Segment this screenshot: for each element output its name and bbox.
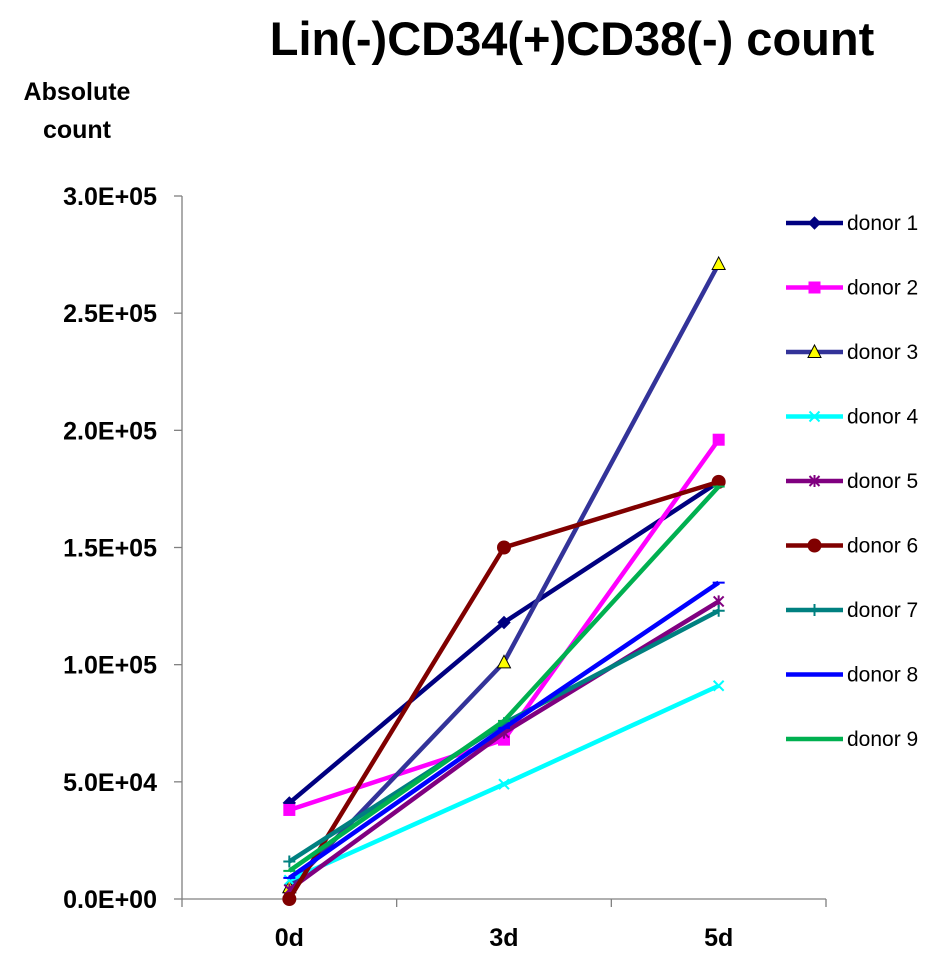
legend-marker [807, 538, 822, 553]
x-tick-label: 3d [489, 924, 518, 952]
data-point [711, 255, 726, 270]
series-donor-6 [282, 474, 726, 906]
x-tick-label: 0d [275, 924, 304, 952]
legend-label: donor 6 [847, 535, 918, 558]
legend-label: donor 1 [847, 212, 918, 235]
legend-item: donor 3 [786, 341, 918, 364]
legend-label: donor 9 [847, 728, 918, 751]
data-point [283, 855, 296, 868]
series-layer [282, 255, 726, 906]
legend-label: donor 4 [847, 406, 919, 429]
y-tick-label: 1.5E+05 [63, 535, 157, 563]
legend-item: donor 9 [786, 728, 918, 751]
legend-label: donor 5 [847, 470, 918, 493]
y-tick-label: 5.0E+04 [63, 769, 157, 797]
y-axis-label-line-2: count [43, 116, 112, 144]
axes: 0.0E+00 5.0E+04 1.0E+05 1.5E+05 2.0E+05 2.5E+… [63, 183, 827, 952]
data-point [712, 433, 725, 446]
data-point [282, 892, 297, 906]
data-point [496, 654, 512, 669]
data-point [283, 803, 296, 816]
data-point [497, 615, 511, 630]
data-point [712, 604, 725, 617]
series-donor-4 [283, 680, 725, 886]
legend-item: donor 1 [786, 212, 918, 235]
legend-item: donor 8 [786, 664, 918, 687]
legend-marker [808, 604, 821, 616]
data-point [711, 474, 726, 489]
legend-label: donor 2 [847, 277, 918, 300]
legend-item: donor 7 [786, 599, 918, 622]
legend-label: donor 3 [847, 341, 918, 364]
y-tick-label: 3.0E+05 [63, 183, 157, 211]
legend-label: donor 8 [847, 664, 918, 687]
legend-marker [808, 475, 821, 487]
chart-title: Lin(-)CD34(+)CD38(-) count [270, 12, 875, 65]
x-tick-label: 5d [704, 924, 733, 952]
legend-marker [808, 281, 821, 294]
legend-marker [808, 410, 821, 423]
data-point [712, 680, 725, 692]
legend-item: donor 6 [786, 535, 918, 558]
legend-item: donor 4 [786, 406, 919, 429]
y-tick-label: 2.0E+05 [63, 417, 157, 445]
legend-marker [807, 343, 822, 358]
series-donor-8 [283, 580, 725, 880]
data-point [498, 778, 510, 790]
legend: donor 1 donor 2 donor 3 donor 4 donor 5 donor… [786, 212, 919, 751]
y-tick-label: 2.5E+05 [63, 300, 157, 328]
legend-item: donor 5 [786, 470, 918, 493]
legend-marker [807, 216, 822, 230]
legend-label: donor 7 [847, 599, 918, 622]
y-tick-label: 0.0E+00 [63, 886, 157, 914]
legend-item: donor 2 [786, 277, 918, 300]
series-donor-5 [283, 595, 725, 896]
data-point [497, 540, 511, 555]
y-tick-label: 1.0E+05 [63, 652, 157, 680]
series-donor-9 [283, 485, 725, 873]
y-axis-label-line-1: Absolute [24, 78, 131, 106]
